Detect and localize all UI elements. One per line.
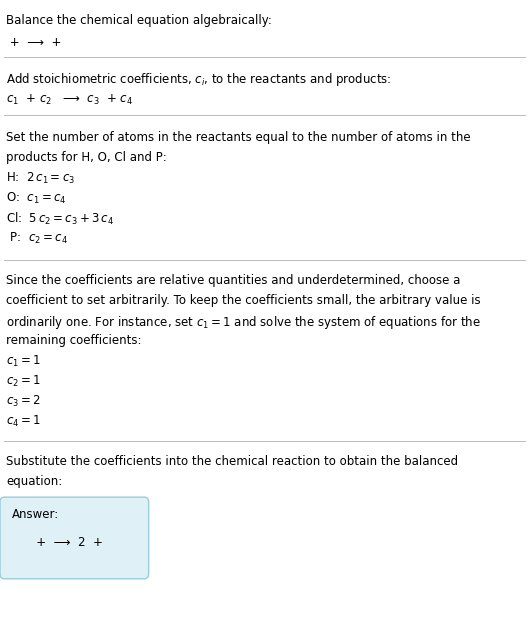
Text: +  ⟶  2  +: + ⟶ 2 + xyxy=(25,536,107,549)
Text: Answer:: Answer: xyxy=(12,508,59,521)
Text: $c_4 = 1$: $c_4 = 1$ xyxy=(6,414,41,429)
Text: remaining coefficients:: remaining coefficients: xyxy=(6,334,142,347)
Text: $c_2 = 1$: $c_2 = 1$ xyxy=(6,374,41,389)
Text: O:  $c_1 = c_4$: O: $c_1 = c_4$ xyxy=(6,191,67,206)
Text: +  ⟶  +: + ⟶ + xyxy=(6,36,66,49)
Text: $c_1$  + $c_2$   ⟶  $c_3$  + $c_4$: $c_1$ + $c_2$ ⟶ $c_3$ + $c_4$ xyxy=(6,93,133,107)
Text: Balance the chemical equation algebraically:: Balance the chemical equation algebraica… xyxy=(6,14,272,27)
Text: equation:: equation: xyxy=(6,475,62,488)
Text: Substitute the coefficients into the chemical reaction to obtain the balanced: Substitute the coefficients into the che… xyxy=(6,455,459,468)
Text: ordinarily one. For instance, set $c_1 = 1$ and solve the system of equations fo: ordinarily one. For instance, set $c_1 =… xyxy=(6,314,481,331)
Text: coefficient to set arbitrarily. To keep the coefficients small, the arbitrary va: coefficient to set arbitrarily. To keep … xyxy=(6,293,481,307)
Text: Cl:  $5\,c_2 = c_3 + 3\,c_4$: Cl: $5\,c_2 = c_3 + 3\,c_4$ xyxy=(6,211,114,227)
Text: Add stoichiometric coefficients, $c_i$, to the reactants and products:: Add stoichiometric coefficients, $c_i$, … xyxy=(6,71,392,88)
Text: $c_1 = 1$: $c_1 = 1$ xyxy=(6,354,41,369)
Text: Since the coefficients are relative quantities and underdetermined, choose a: Since the coefficients are relative quan… xyxy=(6,273,461,287)
Text: P:  $c_2 = c_4$: P: $c_2 = c_4$ xyxy=(6,231,68,246)
Text: H:  $2\,c_1 = c_3$: H: $2\,c_1 = c_3$ xyxy=(6,171,76,186)
Text: Set the number of atoms in the reactants equal to the number of atoms in the: Set the number of atoms in the reactants… xyxy=(6,131,471,143)
Text: products for H, O, Cl and P:: products for H, O, Cl and P: xyxy=(6,151,167,164)
Text: $c_3 = 2$: $c_3 = 2$ xyxy=(6,394,41,409)
